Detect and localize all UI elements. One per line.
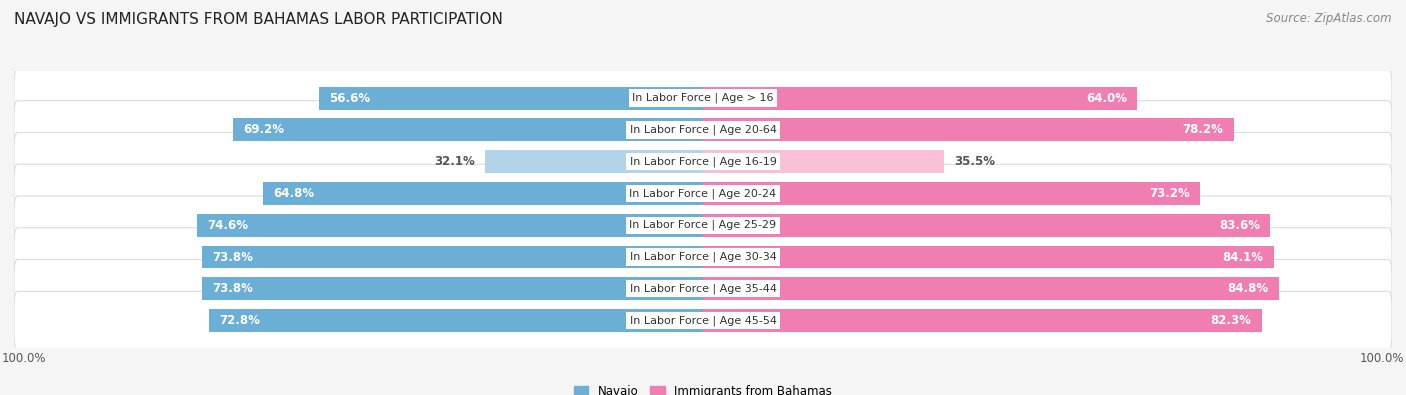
Text: 73.8%: 73.8% [212,250,253,263]
Legend: Navajo, Immigrants from Bahamas: Navajo, Immigrants from Bahamas [569,380,837,395]
Text: 72.8%: 72.8% [219,314,260,327]
Bar [703,277,1278,300]
Text: In Labor Force | Age 20-64: In Labor Force | Age 20-64 [630,125,776,135]
Bar [197,214,703,237]
Bar [703,246,1274,269]
Bar [485,150,703,173]
Text: 82.3%: 82.3% [1211,314,1251,327]
Bar [233,118,703,141]
FancyBboxPatch shape [14,228,1392,286]
Bar [202,277,703,300]
Bar [703,309,1261,332]
Text: 64.0%: 64.0% [1087,92,1128,105]
FancyBboxPatch shape [14,292,1392,350]
Text: 74.6%: 74.6% [207,219,247,232]
Text: 64.8%: 64.8% [273,187,315,200]
Text: In Labor Force | Age 45-54: In Labor Force | Age 45-54 [630,315,776,326]
Bar [209,309,703,332]
Bar [703,150,943,173]
Bar [319,87,703,109]
Text: 84.1%: 84.1% [1223,250,1264,263]
Bar [703,214,1271,237]
Text: In Labor Force | Age 30-34: In Labor Force | Age 30-34 [630,252,776,262]
Text: In Labor Force | Age 20-24: In Labor Force | Age 20-24 [630,188,776,199]
Text: In Labor Force | Age 25-29: In Labor Force | Age 25-29 [630,220,776,231]
Bar [202,246,703,269]
Text: 78.2%: 78.2% [1182,123,1223,136]
FancyBboxPatch shape [14,132,1392,191]
FancyBboxPatch shape [14,69,1392,127]
Text: 56.6%: 56.6% [329,92,370,105]
Text: 73.8%: 73.8% [212,282,253,295]
FancyBboxPatch shape [14,196,1392,254]
Text: 83.6%: 83.6% [1219,219,1260,232]
Text: 69.2%: 69.2% [243,123,284,136]
Text: 32.1%: 32.1% [434,155,475,168]
Text: Source: ZipAtlas.com: Source: ZipAtlas.com [1267,12,1392,25]
Text: In Labor Force | Age > 16: In Labor Force | Age > 16 [633,93,773,103]
FancyBboxPatch shape [14,260,1392,318]
Text: In Labor Force | Age 16-19: In Labor Force | Age 16-19 [630,156,776,167]
Text: In Labor Force | Age 35-44: In Labor Force | Age 35-44 [630,284,776,294]
Text: 35.5%: 35.5% [955,155,995,168]
FancyBboxPatch shape [14,164,1392,223]
Bar [703,87,1137,109]
Text: NAVAJO VS IMMIGRANTS FROM BAHAMAS LABOR PARTICIPATION: NAVAJO VS IMMIGRANTS FROM BAHAMAS LABOR … [14,12,503,27]
FancyBboxPatch shape [14,101,1392,159]
Bar [263,182,703,205]
Bar [703,118,1234,141]
Text: 73.2%: 73.2% [1149,187,1189,200]
Bar [703,182,1199,205]
Text: 84.8%: 84.8% [1227,282,1268,295]
